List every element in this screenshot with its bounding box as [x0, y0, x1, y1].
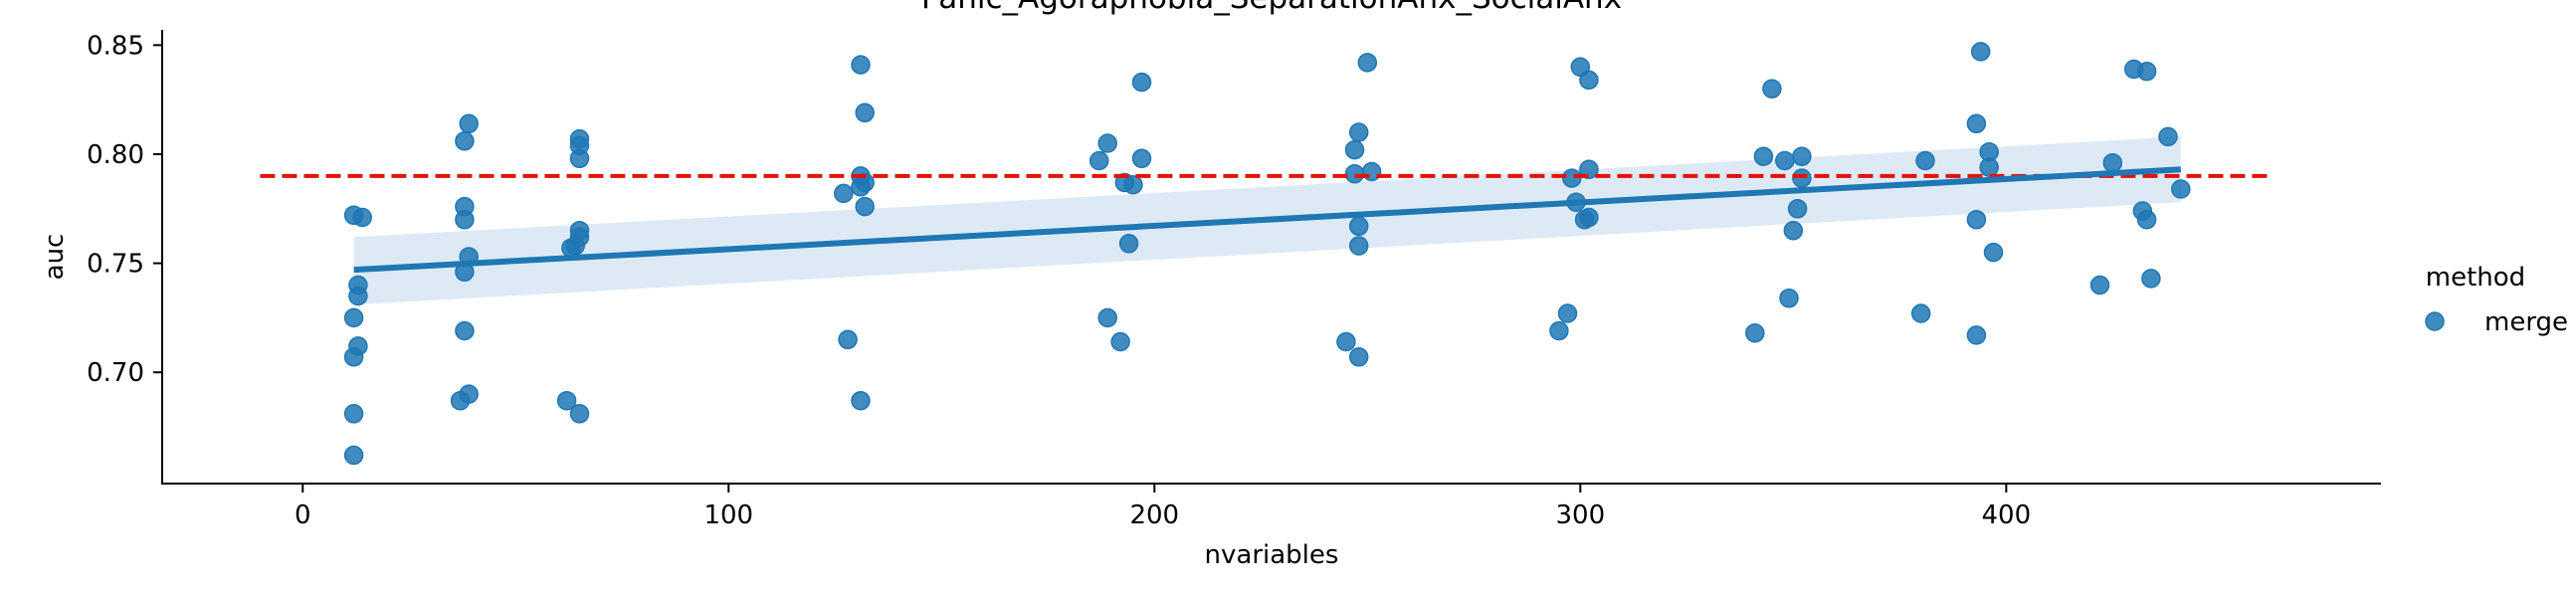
data-point [1097, 133, 1117, 153]
data-point [1579, 207, 1599, 228]
data-point [1753, 146, 1774, 166]
data-point [2089, 275, 2110, 296]
y-tick-label: 0.85 [87, 31, 144, 61]
data-point [1745, 322, 1765, 343]
data-point [1348, 236, 1369, 256]
data-point [1779, 288, 1799, 308]
plot-area [260, 42, 2271, 466]
x-tick-label: 0 [295, 500, 311, 530]
data-point [1131, 148, 1152, 169]
data-point [1344, 163, 1365, 184]
data-point [1966, 209, 1987, 230]
x-axis-label: nvariables [1205, 540, 1339, 570]
x-axis-ticks: 0 100 200 300 400 [295, 484, 2031, 530]
data-point [1966, 113, 1987, 134]
data-point [1344, 139, 1365, 160]
regression-fit-line [353, 166, 2181, 274]
data-point [1787, 199, 1808, 219]
data-point [1336, 331, 1356, 352]
data-point [851, 390, 871, 411]
legend-marker [2425, 311, 2445, 331]
data-point [569, 404, 590, 424]
data-point [343, 404, 364, 424]
data-point [838, 329, 858, 350]
data-point [1910, 303, 1931, 323]
data-point [1348, 122, 1369, 142]
data-point [1110, 331, 1130, 352]
data-point [352, 207, 372, 228]
data-point [1762, 79, 1782, 99]
data-point [1775, 150, 1795, 171]
data-point [834, 183, 854, 204]
scatter-points [343, 42, 2191, 466]
data-point [1089, 150, 1109, 171]
y-axis-ticks: 0.70 0.75 0.80 0.85 [87, 31, 162, 388]
data-point [459, 113, 479, 134]
data-point [1792, 146, 1812, 166]
x-tick-label: 400 [1982, 500, 2032, 530]
data-point [343, 445, 364, 466]
data-point [1966, 325, 1987, 345]
data-point [1131, 72, 1152, 93]
data-point [455, 131, 475, 151]
data-point [1970, 42, 1991, 62]
data-point [569, 148, 590, 169]
data-point [1118, 234, 1139, 254]
data-point [1579, 70, 1599, 91]
legend-label-merge: merge [2484, 307, 2568, 337]
data-point [1792, 168, 1812, 188]
data-point [851, 177, 871, 197]
chart-title: Panic_Agoraphobia_SeparationAnx_SocialAn… [921, 0, 1622, 16]
data-point [2158, 126, 2178, 147]
y-tick-label: 0.70 [87, 358, 144, 388]
data-point [1357, 53, 1378, 73]
data-point [1562, 168, 1582, 188]
data-point [450, 390, 471, 411]
data-point [2171, 179, 2191, 199]
regression-line [353, 166, 2181, 274]
data-point [343, 347, 364, 367]
data-point [561, 238, 581, 258]
y-tick-label: 0.80 [87, 140, 144, 170]
legend: method merge [2425, 263, 2568, 337]
data-point [2136, 209, 2157, 230]
x-tick-label: 100 [703, 500, 753, 530]
data-point [1915, 150, 1935, 171]
legend-title: method [2426, 263, 2525, 293]
data-point [2141, 269, 2161, 289]
x-tick-label: 200 [1129, 500, 1179, 530]
data-point [1979, 157, 1999, 177]
data-point [1097, 307, 1117, 328]
data-point [556, 390, 577, 411]
data-point [851, 55, 871, 75]
data-point [455, 209, 475, 230]
data-point [1549, 320, 1569, 341]
data-point [855, 102, 875, 123]
y-tick-label: 0.75 [87, 250, 144, 280]
data-point [1123, 174, 1143, 195]
data-point [2102, 152, 2123, 173]
data-point [1348, 216, 1369, 237]
data-point [2136, 61, 2157, 82]
data-point [1348, 347, 1369, 367]
x-tick-label: 300 [1555, 500, 1605, 530]
y-axis-label: auc [40, 234, 70, 281]
data-point [348, 286, 368, 306]
data-point [1557, 303, 1578, 323]
data-point [855, 196, 875, 217]
data-point [1579, 159, 1599, 180]
data-point [1983, 242, 2004, 263]
data-point [455, 320, 475, 341]
data-point [1783, 220, 1804, 241]
data-point [343, 307, 364, 328]
